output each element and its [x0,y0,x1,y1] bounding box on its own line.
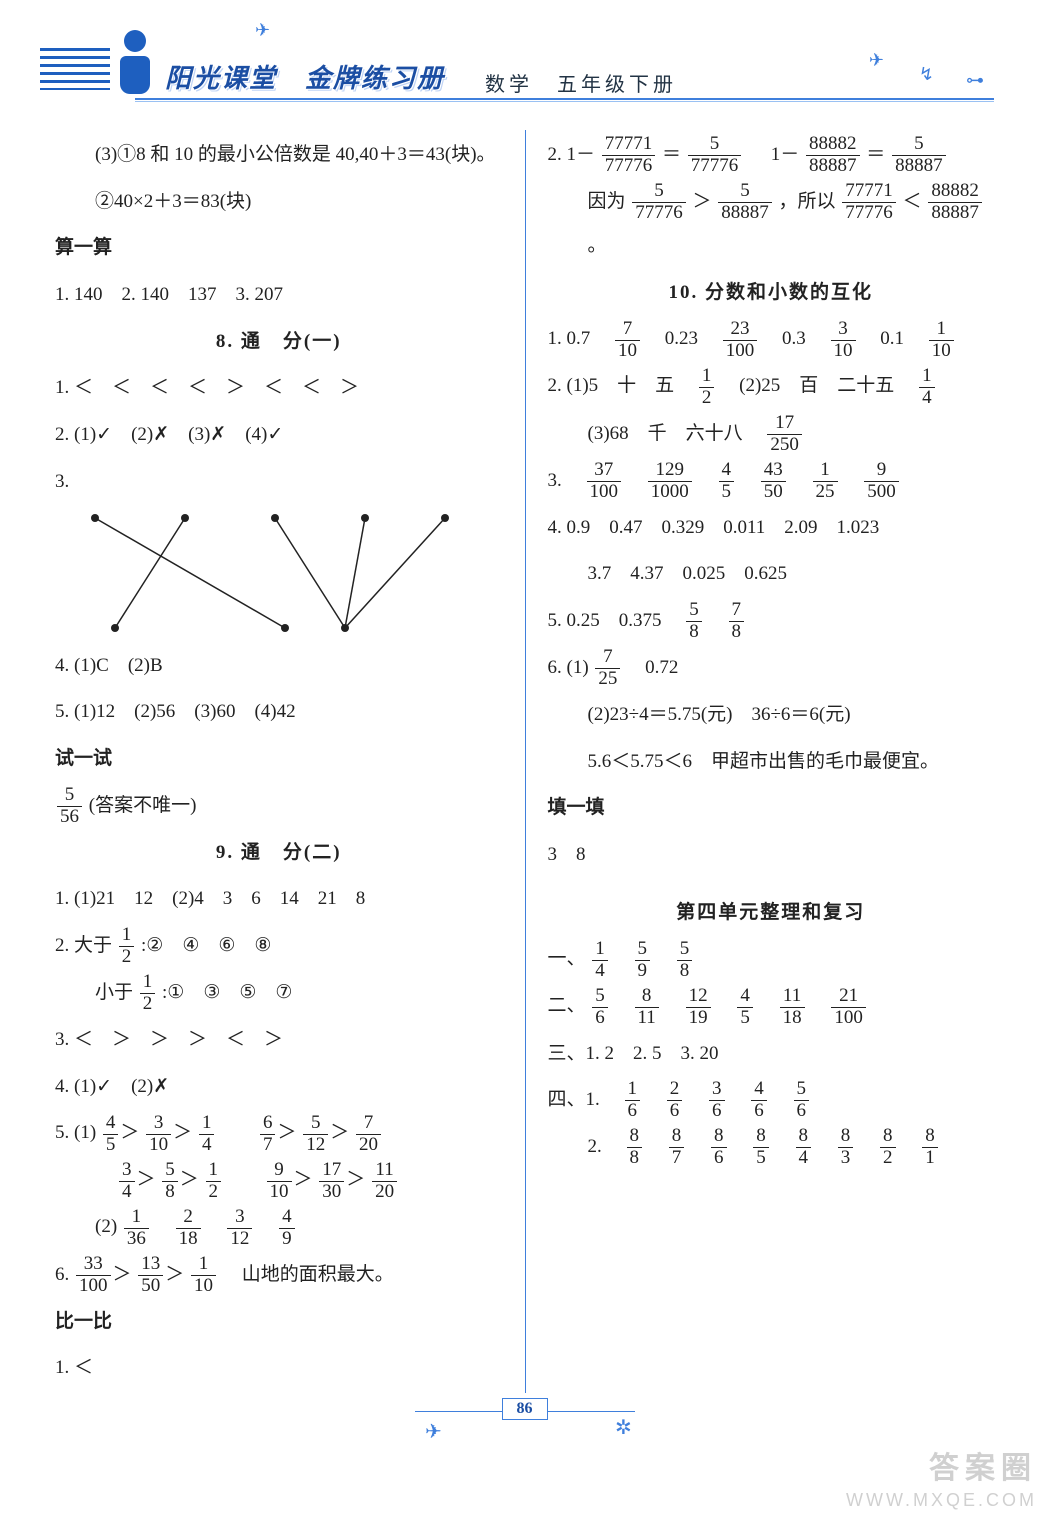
text-line: 3.7 4.37 0.025 0.625 [548,552,995,596]
text-line: 2. 大于 12 :② ④ ⑥ ⑧ [55,924,503,968]
section-title: 8. 通 分(一) [55,320,503,364]
bird-icon: ↯ [919,64,934,85]
text-line: ②40×2＋3＝83(块) [55,180,503,224]
page: 阳光课堂 金牌练习册 数学 五年级下册 ✈ ↯ ⊶ ✈ (3)①8 和 10 的… [0,0,1049,1521]
text-line: 1. ＜ ＜ ＜ ＜ ＞ ＜ ＜ ＞ [55,366,503,410]
footer: ✈ ✲ 86 [55,1411,994,1481]
text-line: 4. (1)✓ (2)✗ [55,1065,503,1109]
text-line: 1. ＜ [55,1346,503,1390]
header-rule [135,98,994,102]
text-line: 4. (1)C (2)B [55,644,503,688]
text-line: 四、1. 16 26 36 46 56 [548,1078,995,1122]
text-line: 1. (1)21 12 (2)4 3 6 14 21 8 [55,877,503,921]
content-columns: (3)①8 和 10 的最小公倍数是 40,40＋3＝43(块)。 ②40×2＋… [55,130,994,1393]
left-column: (3)①8 和 10 的最小公倍数是 40,40＋3＝43(块)。 ②40×2＋… [55,130,525,1393]
text-line: 1. 140 2. 140 137 3. 207 [55,273,503,317]
text-line: 6. (1) 725 0.72 [548,646,995,690]
heading: 算一算 [55,226,503,270]
page-number: 86 [502,1398,548,1420]
text-line: 2. 88 87 86 85 84 83 82 81 [548,1125,995,1169]
boy-icon [110,30,160,100]
text-line: 2. (1)5 十 五 12 (2)25 百 二十五 14 [548,364,995,408]
text-line: (2)23÷4＝5.75(元) 36÷6＝6(元) [548,693,995,737]
text-line: 因为 577776 ＞ 588887 ，所以 7777177776 ＜ 8888… [548,180,995,268]
text-line: 556 (答案不唯一) [55,784,503,828]
pinwheel-icon: ✲ [615,1415,632,1440]
text-line: 3. [55,460,503,504]
text-line: (3)68 千 六十八 17250 [548,412,995,456]
text-line: 5. (1) 45＞ 310＞ 14 67＞ 512＞ 720 [55,1111,503,1155]
matching-diagram [85,508,465,638]
section-title: 9. 通 分(二) [55,831,503,875]
text-line: 5. (1)12 (2)56 (3)60 (4)42 [55,690,503,734]
paperplane-icon: ✈ [255,20,270,41]
header: 阳光课堂 金牌练习册 数学 五年级下册 ✈ ↯ ⊶ ✈ [55,30,994,110]
watermark-url: WWW.MXQE.COM [846,1490,1037,1511]
text-line: (3)①8 和 10 的最小公倍数是 40,40＋3＝43(块)。 [55,133,503,177]
right-column: 2. 1－ 7777177776 ＝ 577776 1－ 8888288887 … [525,130,995,1393]
subject-title: 数学 五年级下册 [485,68,677,97]
text-line: (2) 136 218 312 49 [55,1205,503,1249]
text-line: 5.6＜5.75＜6 甲超市出售的毛巾最便宜。 [548,740,995,784]
text-line: 2. (1)✓ (2)✗ (3)✗ (4)✓ [55,413,503,457]
text-line: 小于 12 :① ③ ⑤ ⑦ [55,971,503,1015]
text-line: 三、1. 2 2. 5 3. 20 [548,1032,995,1076]
text-line: 3 8 [548,833,995,877]
text-line: 3. 37100 1291000 45 4350 125 9500 [548,459,995,503]
heading: 试一试 [55,737,503,781]
heading: 比一比 [55,1300,503,1344]
stripes-decoration [40,48,110,90]
text-line: 3. ＜ ＞ ＞ ＞ ＜ ＞ [55,1018,503,1062]
text-line: 1. 0.7 710 0.23 23100 0.3 310 0.1 110 [548,317,995,361]
plane-icon: ✈ [425,1419,442,1444]
text-line: 6. 33100＞ 1350＞ 110 山地的面积最大。 [55,1253,503,1297]
heading: 填一填 [548,786,995,830]
watermark-text: 答案圈 [929,1443,1037,1487]
text-line: 二、 56 811 1219 45 1118 21100 [548,984,995,1028]
brand-title: 阳光课堂 金牌练习册 [165,58,445,95]
text-line: 5. 0.25 0.375 58 78 [548,599,995,643]
section-title: 第四单元整理和复习 [548,891,995,935]
text-line: 2. 1－ 7777177776 ＝ 577776 1－ 8888288887 … [548,133,995,177]
section-title: 10. 分数和小数的互化 [548,271,995,315]
text-line: 4. 0.9 0.47 0.329 0.011 2.09 1.023 [548,506,995,550]
text-line: 一、 14 59 58 [548,937,995,981]
bird-icon: ✈ [869,50,884,71]
text-line: 34＞ 58＞ 12 910＞ 1730＞ 1120 [55,1158,503,1202]
knot-icon: ⊶ [966,70,984,91]
